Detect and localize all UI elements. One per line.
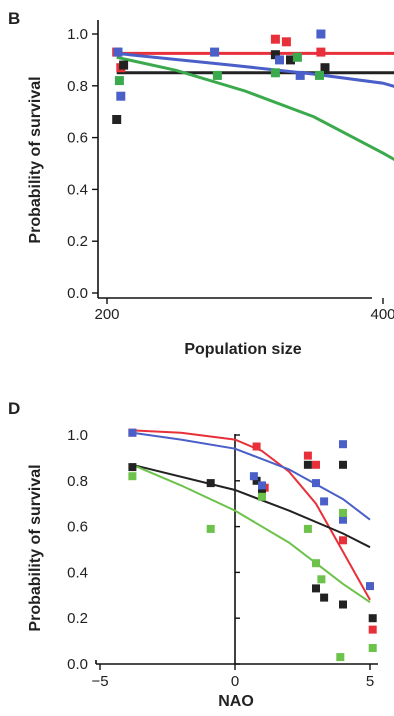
panel-label: B [8, 9, 20, 28]
panel-label: D [8, 399, 20, 418]
data-point-series-3 [292, 52, 302, 62]
fit-line-series-0 [132, 429, 371, 601]
data-point-series-2 [210, 47, 220, 57]
fit-line-series-1 [132, 463, 371, 549]
data-point-series-3 [212, 70, 222, 80]
x-axis-title: NAO [218, 693, 254, 710]
y-axis-title: Probability of survival [27, 76, 44, 243]
y-tick-label: 0.0 [67, 285, 88, 302]
x-tick-label: 5 [366, 673, 374, 690]
y-tick-label: 0.0 [67, 656, 88, 673]
data-point-series-3 [368, 644, 377, 652]
y-tick-label: 0.6 [67, 130, 88, 147]
data-point-series-1 [312, 584, 320, 593]
data-point-series-2 [113, 47, 123, 57]
data-point-series-2 [116, 91, 126, 101]
y-tick-label: 1.0 [67, 26, 88, 43]
data-point-series-0 [252, 442, 261, 451]
fit-line-series-3 [132, 463, 371, 604]
data-point-series-2 [316, 29, 326, 39]
data-point-series-0 [312, 460, 320, 469]
data-point-series-2 [258, 481, 266, 490]
data-point-series-1 [286, 55, 295, 65]
data-point-series-3 [206, 524, 215, 533]
fit-line-series-3 [116, 55, 394, 162]
y-tick-label: 0.4 [67, 564, 88, 581]
data-point-series-3 [317, 575, 326, 584]
data-point-series-2 [249, 472, 258, 481]
data-point-series-2 [366, 582, 374, 591]
data-point-series-1 [270, 50, 280, 60]
data-point-series-0 [303, 451, 312, 460]
data-point-series-0 [339, 536, 347, 545]
y-tick-label: 0.2 [67, 233, 88, 250]
data-point-series-2 [339, 440, 347, 449]
y-tick-label: 0.2 [67, 610, 88, 627]
data-point-series-2 [275, 55, 284, 65]
data-point-series-0 [270, 34, 280, 44]
data-point-series-3 [270, 68, 280, 78]
data-point-series-0 [281, 37, 291, 47]
x-tick-label: −5 [91, 673, 108, 690]
data-point-series-3 [312, 559, 320, 568]
x-tick-label: 0 [231, 673, 239, 690]
data-point-series-3 [114, 76, 124, 86]
fit-line-series-2 [132, 431, 371, 521]
data-point-series-1 [128, 463, 137, 472]
data-point-series-1 [206, 479, 215, 488]
data-point-series-1 [368, 614, 377, 623]
data-point-series-3 [315, 70, 324, 80]
y-tick-label: 0.6 [67, 519, 88, 536]
y-axis-title: Probability of survival [27, 464, 44, 631]
data-point-series-0 [368, 625, 377, 634]
data-point-series-1 [339, 600, 347, 609]
data-point-series-1 [252, 476, 261, 485]
data-point-series-1 [320, 593, 329, 602]
x-tick-label: 200 [94, 306, 119, 323]
fit-line-series-2 [116, 51, 394, 88]
data-point-series-3 [258, 492, 266, 501]
data-point-series-1 [320, 63, 330, 73]
x-tick-label: 400 [370, 306, 394, 323]
data-point-series-2 [295, 70, 305, 80]
chart-panel-d: D 0.0 0.2 0.4 0.6 0.8 1.0 −5 0 5 NAO Probability of… [8, 399, 378, 710]
y-tick-label: 1.0 [67, 427, 88, 444]
data-point-series-3 [339, 508, 347, 517]
data-point-series-2 [312, 479, 320, 488]
data-point-series-3 [336, 653, 345, 662]
x-axis-title: Population size [184, 341, 301, 358]
data-point-series-1 [339, 460, 347, 469]
y-tick-label: 0.8 [67, 78, 88, 95]
data-point-series-1 [303, 460, 312, 469]
y-tick-label: 0.8 [67, 473, 88, 490]
data-point-series-1 [112, 115, 122, 124]
data-point-series-1 [119, 60, 129, 70]
data-point-series-0 [316, 47, 326, 57]
data-point-series-1 [258, 488, 266, 497]
data-point-series-3 [128, 472, 137, 481]
data-point-series-2 [339, 515, 347, 524]
y-tick-label: 0.4 [67, 181, 88, 198]
data-point-series-2 [128, 428, 137, 437]
chart-panel-b: B 0.0 0.2 0.4 0.6 0.8 1.0 200 400 Population size… [8, 9, 394, 358]
data-point-series-2 [320, 497, 329, 506]
data-point-series-3 [303, 524, 312, 533]
